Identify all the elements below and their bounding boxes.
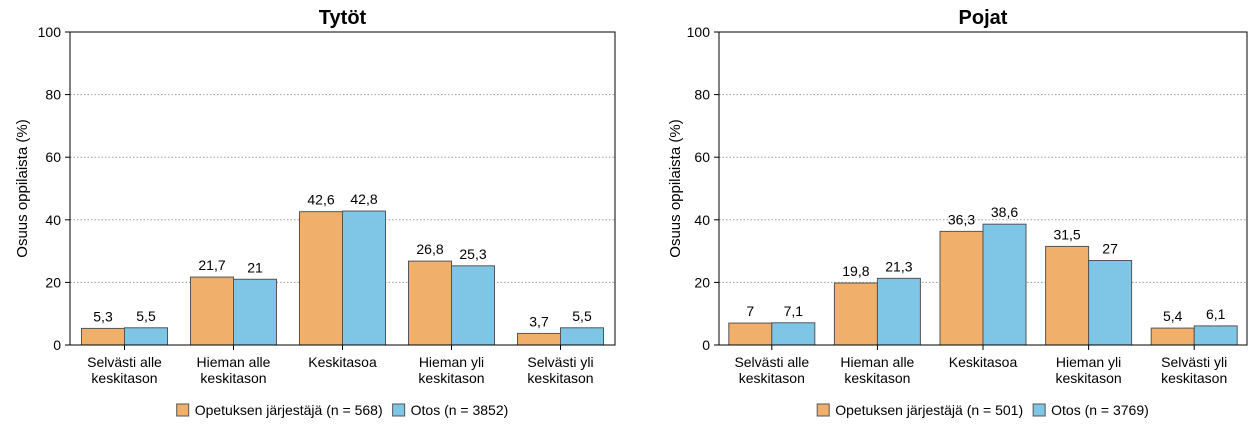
chart-0-data-label-s0-c1: 21,7 — [198, 257, 225, 273]
chart-1-bar-s0-c0 — [728, 322, 773, 346]
chart-1-ytick-label: 80 — [694, 87, 710, 103]
chart-1-legend: Opetuksen järjestäjä (n = 501) Otos (n = … — [816, 402, 1149, 418]
chart-1-bar-s0-c1 — [833, 282, 878, 346]
chart-0-xtick-label-0: Selvästi alle — [87, 354, 162, 370]
chart-0-bar-s0-c2 — [299, 211, 343, 346]
chart-1-xtick-label-4: keskitason — [1161, 370, 1227, 386]
chart-0-legend-swatch-1 — [392, 403, 406, 417]
chart-0-bar-s1-c0 — [124, 327, 168, 346]
chart-1-ytick-label: 40 — [694, 212, 710, 228]
chart-1-plot-frame — [718, 31, 1248, 346]
chart-1-xtick-label-4: Selvästi yli — [1161, 354, 1227, 370]
chart-1-xtick-label-0: Selvästi alle — [734, 354, 809, 370]
chart-1-bar-s1-c3 — [1088, 259, 1133, 346]
chart-0-ytick-label: 0 — [53, 337, 61, 353]
chart-1-data-label-s0-c3: 31,5 — [1053, 226, 1080, 242]
chart-0-legend-label-0: Opetuksen järjestäjä (n = 568) — [195, 402, 383, 418]
chart-1-bar-s1-c0 — [771, 322, 816, 346]
chart-1-data-label-s1-c0: 7,1 — [784, 303, 804, 319]
chart-1-xtick-label-2: Keskitasoa — [949, 354, 1018, 370]
chart-1-data-label-s1-c3: 27 — [1102, 240, 1118, 256]
chart-1-data-label-s0-c2: 36,3 — [948, 211, 975, 227]
chart-0-legend: Opetuksen järjestäjä (n = 568) Otos (n = … — [176, 402, 509, 418]
chart-0-data-label-s1-c1: 21 — [247, 259, 263, 275]
chart-0-bar-s1-c1 — [233, 278, 277, 346]
chart-0-legend-label-1: Otos (n = 3852) — [411, 402, 509, 418]
chart-1-legend-label-1: Otos (n = 3769) — [1051, 402, 1149, 418]
chart-0-xtick-label-1: Hieman alle — [197, 354, 271, 370]
chart-0-legend-swatch-0 — [176, 403, 190, 417]
chart-1-data-label-s1-c2: 38,6 — [991, 204, 1018, 220]
chart-1-data-label-s0-c1: 19,8 — [842, 263, 869, 279]
chart-1-data-label-s1-c1: 21,3 — [885, 258, 912, 274]
chart-1-bar-s1-c1 — [876, 277, 921, 346]
chart-0-xtick-label-1: keskitason — [200, 370, 266, 386]
chart-1-bar-s0-c4 — [1150, 327, 1195, 346]
chart-0-ylabel: Osuus oppilaista (%) — [14, 119, 31, 257]
chart-0-ytick-label: 80 — [45, 87, 61, 103]
chart-0-ytick-label: 100 — [38, 24, 62, 40]
chart-0-xtick-label-0: keskitason — [91, 370, 157, 386]
chart-1-data-label-s0-c0: 7 — [746, 303, 754, 319]
chart-0-title: Tytöt — [319, 7, 367, 29]
chart-1-data-label-s1-c4: 6,1 — [1206, 306, 1226, 322]
chart-1-legend-swatch-1 — [1032, 403, 1046, 417]
chart-0-xtick-label-4: keskitason — [527, 370, 593, 386]
chart-0-data-label-s1-c3: 25,3 — [459, 246, 486, 262]
chart-1-bar-s1-c2 — [982, 223, 1027, 346]
chart-1-bar-s0-c3 — [1045, 245, 1090, 346]
chart-0-data-label-s1-c0: 5,5 — [136, 308, 156, 324]
chart-1-ytick-label: 20 — [694, 274, 710, 290]
chart-1-xtick-label-3: Hieman yli — [1056, 354, 1121, 370]
chart-1-legend-label-0: Opetuksen järjestäjä (n = 501) — [835, 402, 1023, 418]
chart-0-xtick-label-3: Hieman yli — [419, 354, 484, 370]
chart-1-data-label-s0-c4: 5,4 — [1163, 308, 1183, 324]
chart-0-bar-s0-c0 — [81, 327, 125, 346]
chart-0-xtick-label-4: Selvästi yli — [527, 354, 593, 370]
chart-0-xtick-label-3: keskitason — [418, 370, 484, 386]
chart-1-ytick-label: 60 — [694, 149, 710, 165]
chart-0-data-label-s0-c0: 5,3 — [93, 308, 113, 324]
chart-tytot: Tytöt 0 20 40 60 80 100 Osuus oppilaista (%) 5,3… — [14, 7, 616, 418]
chart-1-ylabel: Osuus oppilaista (%) — [667, 119, 684, 257]
chart-0-bar-s0-c4 — [517, 332, 561, 346]
chart-0-ytick-label: 60 — [45, 149, 61, 165]
chart-0-xtick-label-2: Keskitasoa — [308, 354, 377, 370]
chart-0-data-label-s1-c4: 5,5 — [572, 308, 592, 324]
chart-1-xtick-label-0: keskitason — [739, 370, 805, 386]
chart-0-bar-s1-c2 — [342, 210, 386, 346]
chart-0-data-label-s1-c2: 42,8 — [350, 191, 377, 207]
chart-0-bar-s1-c3 — [451, 265, 495, 346]
chart-1-title: Pojat — [959, 7, 1008, 29]
chart-1-xtick-label-3: keskitason — [1056, 370, 1122, 386]
chart-1-bar-s0-c2 — [939, 230, 984, 346]
chart-1-xtick-label-1: Hieman alle — [840, 354, 914, 370]
chart-1-ytick-label: 100 — [687, 24, 711, 40]
chart-0-ytick-label: 40 — [45, 212, 61, 228]
chart-0-data-label-s0-c3: 26,8 — [416, 241, 443, 257]
chart-0-bar-s0-c3 — [408, 260, 452, 346]
chart-0-data-label-s0-c4: 3,7 — [529, 313, 549, 329]
chart-1-legend-swatch-0 — [816, 403, 830, 417]
chart-1-ytick-label: 0 — [702, 337, 710, 353]
chart-1-bar-s1-c4 — [1193, 325, 1238, 346]
chart-0-bar-s1-c4 — [560, 327, 604, 346]
chart-0-bar-s0-c1 — [190, 276, 234, 346]
chart-1-xtick-label-1: keskitason — [844, 370, 910, 386]
chart-pojat: Pojat 0 20 40 60 80 100 Osuus oppilaista (%) 7 7,… — [667, 7, 1248, 418]
chart-0-plot-frame — [69, 31, 616, 346]
chart-0-ytick-label: 20 — [45, 274, 61, 290]
chart-0-data-label-s0-c2: 42,6 — [307, 192, 334, 208]
